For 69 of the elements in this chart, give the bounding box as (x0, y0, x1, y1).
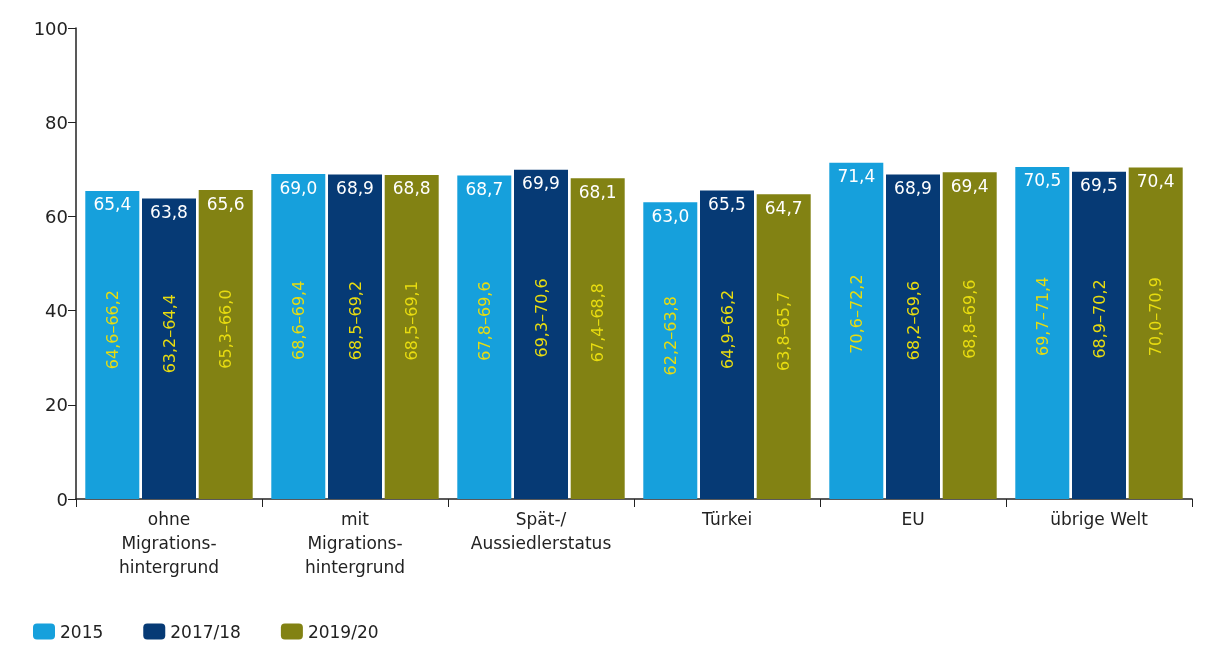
data-label: 68,8 (392, 178, 431, 199)
annotation: 70,6–72,2 (846, 274, 866, 354)
data-label: 65,5 (708, 193, 746, 214)
data-label: 69,5 (1080, 175, 1118, 196)
legend-label: 2015 (60, 621, 104, 642)
annotation: 64,9–66,2 (717, 289, 737, 369)
data-label: 65,6 (206, 193, 245, 214)
data-label: 64,7 (764, 197, 803, 218)
data-label: 68,9 (894, 177, 932, 198)
x-tick-label: Türkei (700, 509, 753, 529)
x-tick-label: ohne Migrations- hintergrund (118, 509, 220, 577)
y-tick-label: 80 (45, 111, 68, 133)
x-tick-label: EU (901, 509, 925, 529)
bar (514, 169, 568, 499)
bar (85, 190, 140, 499)
bar (700, 190, 754, 499)
annotation: 62,2–63,8 (660, 296, 680, 376)
x-tick-label: mit Migrations- hintergrund (304, 509, 406, 577)
data-label: 70,5 (1023, 170, 1062, 191)
annotation: 67,4–68,8 (588, 282, 608, 363)
data-label: 68,7 (465, 178, 504, 199)
data-label: 65,4 (93, 194, 132, 215)
legend-label: 2017/18 (170, 621, 241, 642)
annotation: 68,9–70,2 (1089, 279, 1109, 359)
data-label: 63,8 (150, 202, 188, 222)
data-label: 70,4 (1136, 170, 1175, 191)
data-label: 69,4 (950, 175, 989, 196)
bar (886, 174, 940, 499)
x-tick-label: übrige Welt (1050, 509, 1149, 529)
bar (570, 178, 625, 499)
y-tick-label: 20 (45, 394, 68, 416)
annotation: 68,8–69,6 (960, 279, 980, 359)
data-label: 69,9 (522, 173, 560, 194)
bar (1128, 167, 1183, 499)
data-label: 68,9 (336, 177, 374, 198)
annotation: 64,6–66,2 (102, 289, 122, 370)
data-label: 69,0 (279, 177, 318, 198)
bar (198, 190, 253, 499)
legend-label: 2019/20 (307, 621, 379, 642)
bar (142, 198, 196, 499)
annotation: 65,3–66,0 (216, 289, 236, 369)
bar (942, 172, 997, 499)
bar (271, 174, 326, 499)
y-tick-label: 40 (45, 300, 68, 322)
bar (384, 174, 439, 499)
annotation: 68,6–69,4 (288, 280, 308, 360)
annotation: 68,5–69,2 (345, 280, 365, 361)
bar (457, 175, 512, 499)
data-label: 68,1 (578, 181, 617, 202)
y-tick-label: 100 (33, 17, 68, 39)
bar (829, 162, 884, 499)
annotation: 70,0–70,9 (1146, 277, 1166, 357)
annotation: 69,7–71,4 (1032, 276, 1052, 356)
bar (756, 194, 811, 499)
data-label: 71,4 (837, 166, 876, 187)
x-tick-label: Spät-/ Aussiedlerstatus (470, 509, 612, 553)
annotation: 63,8–65,7 (774, 291, 794, 372)
data-label: 63,0 (651, 205, 690, 226)
annotation: 68,2–69,6 (903, 280, 923, 361)
bar (328, 174, 382, 499)
annotation: 68,5–69,1 (402, 281, 422, 361)
bar (1015, 166, 1070, 499)
y-tick-label: 0 (56, 488, 68, 510)
annotation: 67,8–69,6 (474, 281, 494, 361)
annotation: 69,3–70,6 (531, 278, 551, 358)
bar (643, 202, 698, 499)
annotation: 63,2–64,4 (159, 294, 179, 374)
bar (1072, 171, 1126, 499)
y-tick-label: 60 (45, 205, 68, 227)
